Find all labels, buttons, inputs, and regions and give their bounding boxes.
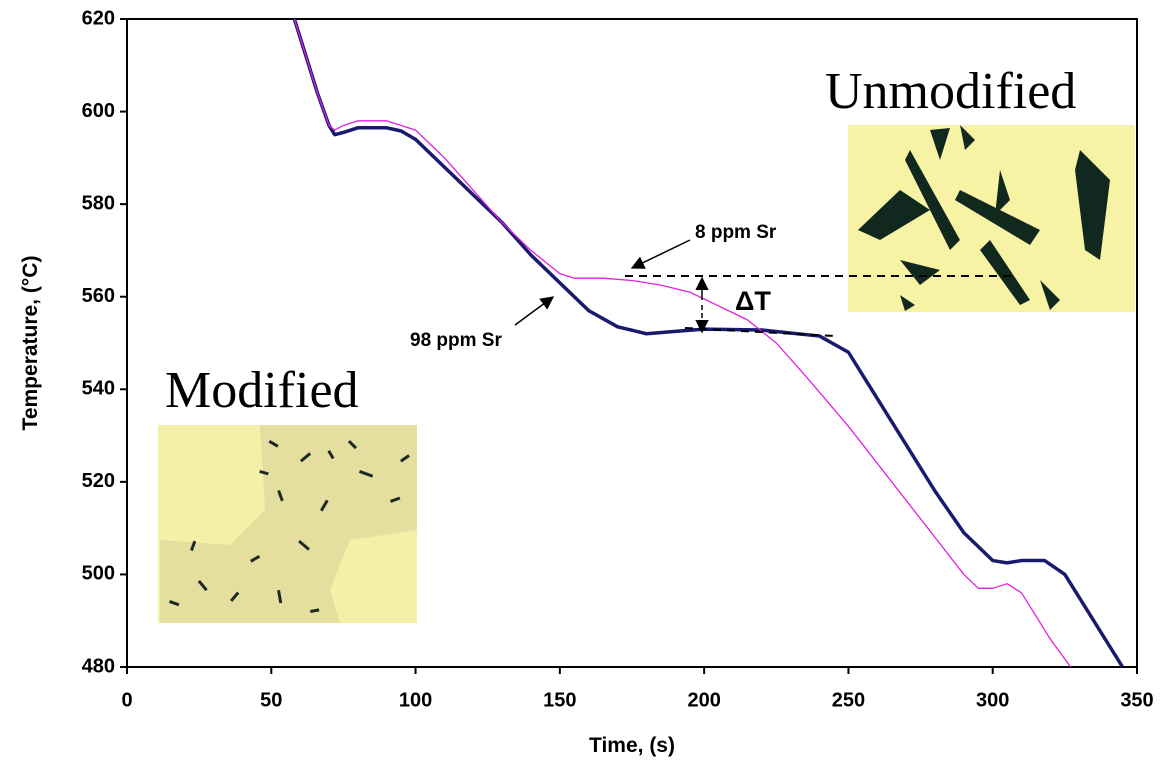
series-label: 8 ppm Sr bbox=[695, 222, 777, 243]
y-tick-label: 560 bbox=[82, 285, 115, 307]
x-tick-label: 250 bbox=[832, 689, 865, 711]
y-tick-label: 580 bbox=[82, 192, 115, 214]
y-tick-label: 500 bbox=[82, 563, 115, 585]
micrograph-unmodified bbox=[848, 125, 1135, 312]
series-label: 98 ppm Sr bbox=[410, 330, 502, 351]
x-tick-label: 150 bbox=[543, 689, 576, 711]
x-tick-label: 300 bbox=[976, 689, 1009, 711]
y-axis-title: Temperature, (°C) bbox=[19, 256, 42, 431]
x-tick-label: 350 bbox=[1120, 689, 1153, 711]
unmodified-label: Unmodified bbox=[825, 63, 1076, 120]
x-tick-label: 200 bbox=[687, 689, 720, 711]
y-tick-label: 540 bbox=[82, 378, 115, 400]
x-tick-label: 100 bbox=[399, 689, 432, 711]
y-tick-label: 480 bbox=[82, 655, 115, 677]
x-tick-label: 50 bbox=[260, 689, 282, 711]
delta-label: ΔT bbox=[735, 286, 771, 316]
y-tick-label: 600 bbox=[82, 100, 115, 122]
y-tick-label: 520 bbox=[82, 470, 115, 492]
label-arrow bbox=[632, 240, 690, 268]
chart: 480 500 520 540 560 580 600 620 0 50 100 150 200 250 3… bbox=[0, 0, 1172, 775]
y-tick-label: 620 bbox=[82, 7, 115, 29]
modified-label: Modified bbox=[165, 362, 359, 419]
x-axis-title: Time, (s) bbox=[589, 734, 675, 757]
x-tick-label: 0 bbox=[121, 689, 132, 711]
label-arrow bbox=[515, 297, 553, 325]
micrograph-modified bbox=[158, 425, 417, 623]
